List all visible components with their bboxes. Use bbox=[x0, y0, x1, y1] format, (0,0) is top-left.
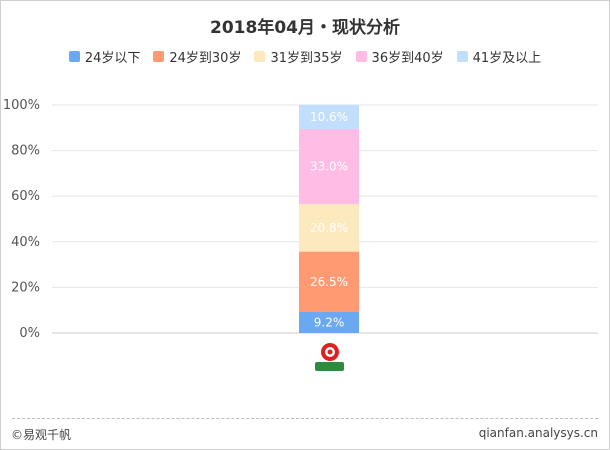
y-tick-label-0: 0% bbox=[19, 326, 40, 341]
legend-item-3[interactable]: 36岁到40岁 bbox=[355, 47, 444, 66]
bar-segment-3[interactable] bbox=[299, 128, 359, 205]
legend-item-2[interactable]: 31岁到35岁 bbox=[254, 47, 343, 66]
data-label-3: 33.0% bbox=[310, 160, 348, 174]
legend-label-3: 36岁到40岁 bbox=[371, 51, 444, 66]
legend-item-1[interactable]: 24岁到30岁 bbox=[153, 47, 241, 66]
y-tick-label-1: 20% bbox=[11, 280, 40, 295]
legend-swatch-4 bbox=[456, 51, 468, 62]
footer-url: qianfan.analysys.cn bbox=[478, 426, 598, 440]
legend-item-4[interactable]: 41岁及以上 bbox=[456, 47, 542, 66]
legend-item-0[interactable]: 24岁以下 bbox=[68, 47, 141, 66]
chart-legend: 24岁以下 24岁到30岁 31岁到35岁 36岁到40岁 41岁及以上 bbox=[0, 47, 610, 66]
y-tick-label-2: 40% bbox=[11, 235, 40, 250]
chart-title: 2018年04月・现状分析 bbox=[210, 18, 400, 38]
data-label-1: 26.5% bbox=[310, 275, 348, 289]
legend-swatch-3 bbox=[355, 51, 367, 62]
bar-segment-2[interactable] bbox=[299, 204, 359, 252]
data-label-0: 9.2% bbox=[314, 316, 345, 330]
legend-swatch-0 bbox=[68, 51, 80, 62]
legend-swatch-2 bbox=[254, 51, 266, 62]
legend-swatch-1 bbox=[153, 51, 165, 62]
y-tick-label-3: 60% bbox=[11, 189, 40, 204]
legend-label-4: 41岁及以上 bbox=[472, 51, 542, 66]
bar-segment-4[interactable] bbox=[299, 104, 359, 129]
footer-source: ©易观千帆 bbox=[11, 428, 72, 442]
legend-label-1: 24岁到30岁 bbox=[169, 51, 242, 66]
legend-label-2: 31岁到35岁 bbox=[270, 51, 343, 66]
y-tick-label-5: 100% bbox=[3, 98, 40, 113]
brand-logo-icon bbox=[315, 343, 344, 371]
y-tick-label-4: 80% bbox=[11, 144, 40, 159]
legend-label-0: 24岁以下 bbox=[84, 51, 141, 66]
bar-segment-1[interactable] bbox=[299, 251, 359, 313]
data-label-2: 20.8% bbox=[310, 221, 348, 235]
data-label-4: 10.6% bbox=[310, 110, 348, 124]
bar-segment-0[interactable] bbox=[299, 312, 359, 333]
footer-divider bbox=[12, 418, 598, 419]
